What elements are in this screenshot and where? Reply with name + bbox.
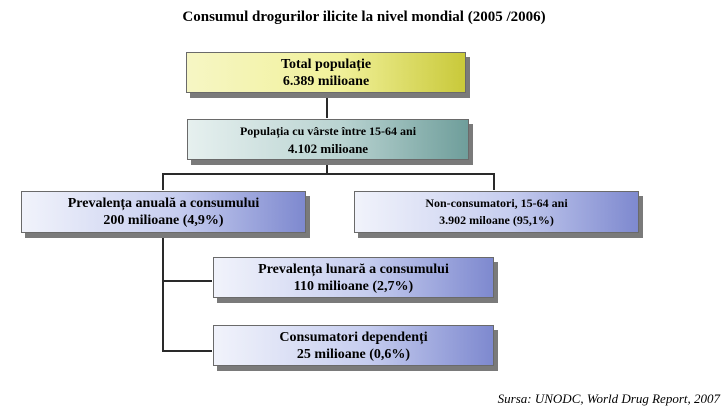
- connector-horizontal: [162, 173, 495, 175]
- node-monthly-prevalence-value: 110 milioane (2,7%): [293, 278, 414, 294]
- node-total-population-value: 6.389 milioane: [282, 73, 370, 89]
- node-total-population: Total populație 6.389 milioane: [186, 52, 466, 93]
- node-non-consumers-value: 3.902 miloane (95,1%): [439, 213, 554, 227]
- node-age-15-64: Populația cu vârste între 15-64 ani 4.10…: [187, 119, 469, 160]
- connector-age-down: [326, 160, 328, 174]
- connector-annual-trunk: [162, 235, 164, 352]
- node-age-15-64-value: 4.102 milioane: [287, 140, 369, 156]
- node-non-consumers-label: Non-consumatori, 15-64 ani: [425, 196, 568, 210]
- node-annual-prevalence-label: Prevalența anuală a consumului: [67, 196, 260, 211]
- node-annual-prevalence-value: 200 milioane (4,9%): [103, 213, 224, 228]
- node-dependent-users-value: 25 milioane (0,6%): [296, 346, 411, 362]
- connector-total-age: [326, 93, 328, 118]
- node-total-population-label: Total populație: [280, 56, 372, 72]
- node-non-consumers: Non-consumatori, 15-64 ani 3.902 miloane…: [354, 191, 639, 233]
- connector-to-monthly: [162, 280, 212, 282]
- node-dependent-users: Consumatori dependenți 25 milioane (0,6%…: [213, 325, 494, 366]
- node-age-15-64-label: Populația cu vârste între 15-64 ani: [239, 123, 417, 138]
- connector-to-dependent: [162, 350, 212, 352]
- node-annual-prevalence: Prevalența anuală a consumului 200 milio…: [21, 191, 306, 233]
- node-monthly-prevalence-label: Prevalența lunară a consumului: [258, 261, 449, 277]
- node-dependent-users-label: Consumatori dependenți: [279, 329, 428, 345]
- diagram-title: Consumul drogurilor ilicite la nivel mon…: [182, 9, 546, 25]
- connector-to-nonconsumers: [493, 173, 495, 190]
- source-citation: Sursa: UNODC, World Drug Report, 2007: [497, 391, 720, 406]
- node-monthly-prevalence: Prevalența lunară a consumului 110 milio…: [213, 257, 494, 298]
- connector-to-annual: [162, 173, 164, 190]
